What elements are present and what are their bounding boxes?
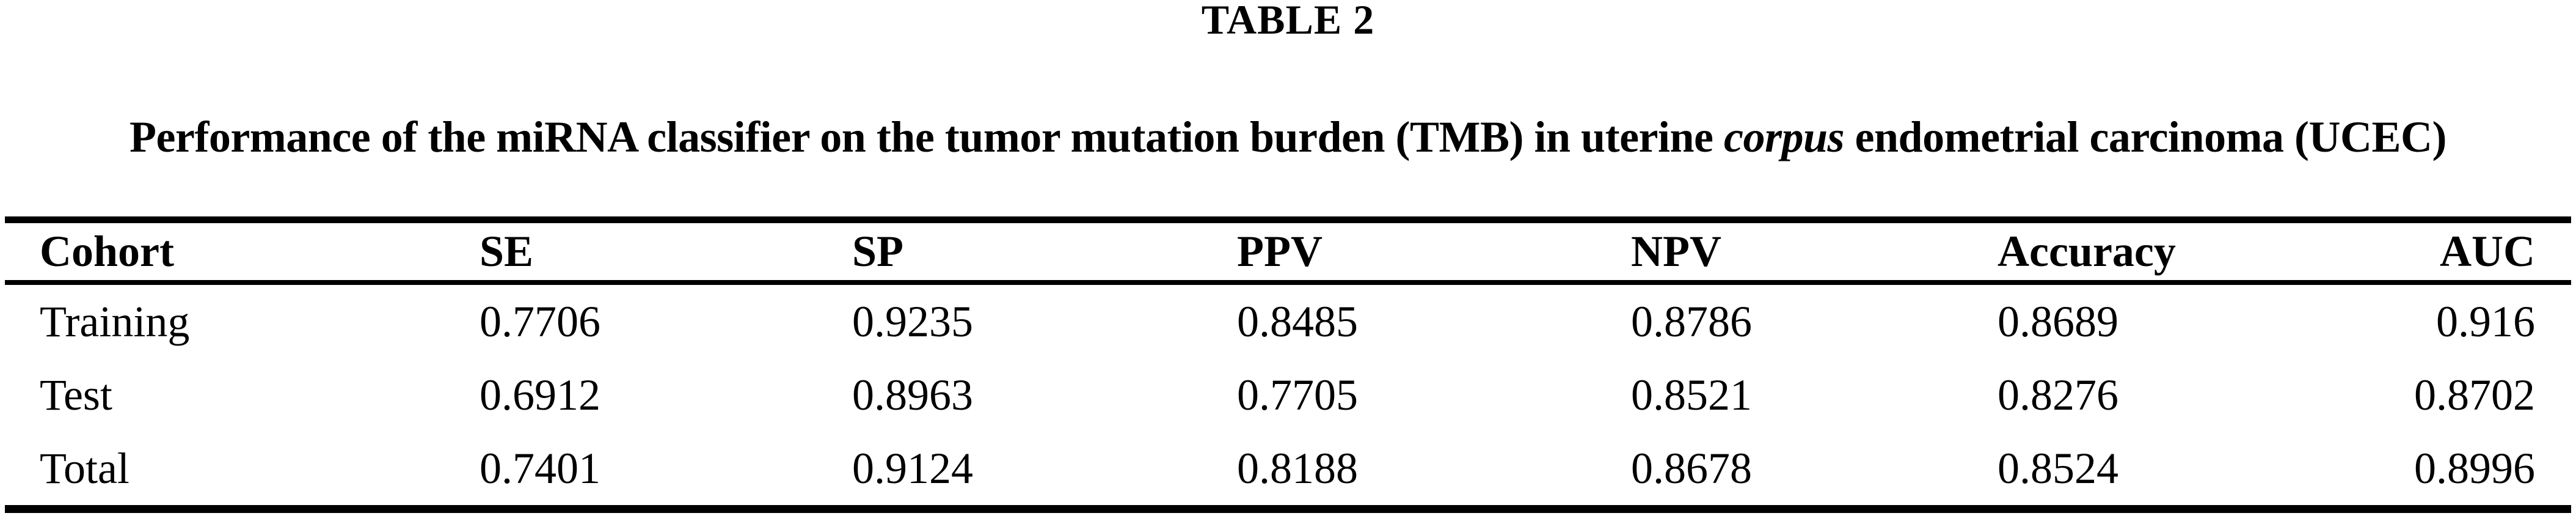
cell-training-ppv: 0.8485 — [1237, 297, 1358, 346]
cell-total-se: 0.7401 — [480, 443, 600, 493]
cell-training-auc: 0.916 — [2436, 297, 2535, 346]
cell-test-sp: 0.8963 — [852, 370, 973, 419]
cell-training-sp: 0.9235 — [852, 297, 973, 346]
cell-training-npv: 0.8786 — [1631, 297, 1752, 346]
header-ppv: PPV — [1237, 216, 1631, 285]
performance-metrics-table: Cohort SE SP PPV NPV Accuracy AUC Traini… — [5, 216, 2571, 513]
cell-training-cohort: Training — [40, 297, 190, 346]
caption-italic-word: corpus — [1724, 113, 1845, 161]
caption-text-suffix: endometrial carcinoma (UCEC) — [1844, 113, 2447, 161]
header-sp: SP — [852, 216, 1237, 285]
cell-training-se: 0.7706 — [480, 297, 600, 346]
header-auc: AUC — [2266, 216, 2571, 285]
table-number-label: TABLE 2 — [1201, 0, 1375, 43]
cell-test-se: 0.6912 — [480, 370, 600, 419]
table-row-training: Training 0.7706 0.9235 0.8485 0.8786 0.8… — [5, 282, 2571, 358]
header-cohort: Cohort — [5, 216, 480, 285]
cell-test-ppv: 0.7705 — [1237, 370, 1358, 419]
caption-text-prefix: Performance of the miRNA classifier on t… — [129, 113, 1724, 161]
cell-total-npv: 0.8678 — [1631, 443, 1752, 493]
cell-training-accuracy: 0.8689 — [1998, 297, 2118, 346]
header-accuracy: Accuracy — [1998, 216, 2266, 285]
cell-test-cohort: Test — [40, 370, 112, 419]
header-se: SE — [480, 216, 852, 285]
cell-test-accuracy: 0.8276 — [1998, 370, 2118, 419]
cell-test-auc: 0.8702 — [2414, 370, 2535, 419]
cell-total-ppv: 0.8188 — [1237, 443, 1358, 493]
table-row-total: Total 0.7401 0.9124 0.8188 0.8678 0.8524… — [5, 432, 2571, 509]
table-header-row: Cohort SE SP PPV NPV Accuracy AUC — [5, 216, 2571, 285]
header-npv: NPV — [1631, 216, 1998, 285]
table-caption: Performance of the miRNA classifier on t… — [0, 105, 2576, 169]
table-row-test: Test 0.6912 0.8963 0.7705 0.8521 0.8276 … — [5, 358, 2571, 432]
cell-total-accuracy: 0.8524 — [1998, 443, 2118, 493]
cell-total-cohort: Total — [40, 443, 130, 493]
cell-test-npv: 0.8521 — [1631, 370, 1752, 419]
cell-total-sp: 0.9124 — [852, 443, 973, 493]
cell-total-auc: 0.8996 — [2414, 443, 2535, 493]
